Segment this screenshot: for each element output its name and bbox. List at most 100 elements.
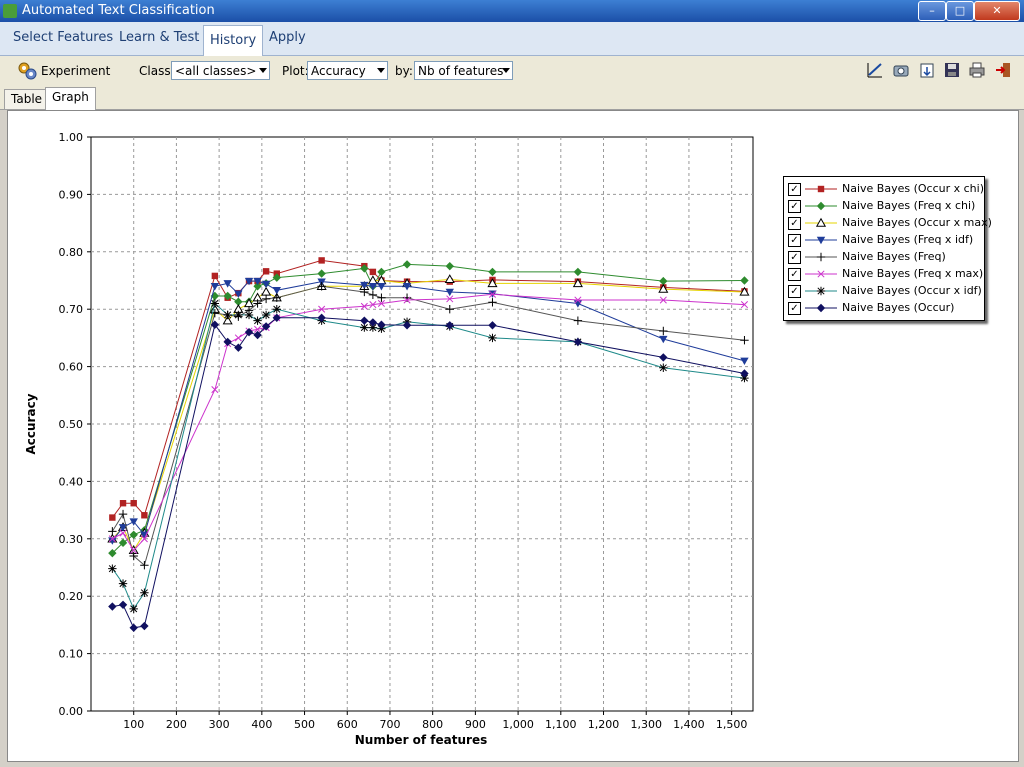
data-point xyxy=(317,282,326,291)
legend-label: Naive Bayes (Freq x max) xyxy=(842,267,984,280)
data-point xyxy=(360,323,369,332)
data-point xyxy=(210,283,220,291)
chart-legend: ✓ Naive Bayes (Occur x chi) ✓ Naive Bayes (… xyxy=(783,176,992,321)
data-point xyxy=(272,293,281,302)
view-tab-bar: Table Graph xyxy=(0,86,1024,110)
data-point xyxy=(108,527,117,536)
legend-checkbox[interactable]: ✓ xyxy=(788,183,801,196)
save-icon[interactable] xyxy=(943,61,961,79)
experiment-button[interactable]: Experiment xyxy=(14,59,110,83)
close-button[interactable]: ✕ xyxy=(974,1,1020,21)
data-point xyxy=(369,268,377,276)
legend-label: Naive Bayes (Freq) xyxy=(842,250,946,263)
data-point xyxy=(118,579,128,588)
data-point xyxy=(211,272,219,280)
data-point xyxy=(445,288,454,297)
data-point xyxy=(129,518,138,526)
legend-checkbox[interactable]: ✓ xyxy=(788,200,801,213)
data-point xyxy=(488,290,497,298)
data-point xyxy=(254,325,262,333)
data-point xyxy=(368,283,378,291)
title-bar: Automated Text Classification – □ ✕ xyxy=(0,0,1024,22)
legend-item: ✓ Naive Bayes (Freq x idf) xyxy=(786,232,982,249)
legend-swatch xyxy=(805,201,837,211)
data-point xyxy=(244,277,254,286)
data-point xyxy=(816,286,826,296)
data-point xyxy=(223,310,232,320)
data-point xyxy=(129,623,138,632)
x-tick-label: 700 xyxy=(379,718,400,731)
data-point xyxy=(261,322,271,331)
data-point xyxy=(444,274,455,284)
tab-graph[interactable]: Graph xyxy=(45,87,96,110)
graph-panel: 100 200 300 400 500 600 700 800 900 1,000 1,100 1,2… xyxy=(7,110,1019,762)
tab-table[interactable]: Table xyxy=(4,89,50,109)
legend-checkbox[interactable]: ✓ xyxy=(788,234,801,247)
legend-checkbox[interactable]: ✓ xyxy=(788,217,801,230)
y-tick-label: 0.40 xyxy=(59,475,84,488)
print-icon[interactable] xyxy=(968,61,986,79)
data-point xyxy=(659,276,668,286)
export-icon[interactable] xyxy=(918,61,936,79)
chart-settings-icon[interactable] xyxy=(866,61,884,79)
x-tick-label: 1,400 xyxy=(673,718,705,731)
data-point xyxy=(118,509,128,519)
legend-checkbox[interactable]: ✓ xyxy=(788,285,801,298)
data-point xyxy=(261,280,271,289)
data-point xyxy=(815,217,827,227)
x-tick-label: 1,300 xyxy=(630,718,662,731)
x-tick-label: 300 xyxy=(209,718,230,731)
tab-select-features[interactable]: Select Features xyxy=(13,30,114,45)
data-point xyxy=(140,561,149,570)
x-tick-label: 100 xyxy=(123,718,144,731)
data-point xyxy=(108,602,117,611)
class-select[interactable]: <all classes> xyxy=(171,61,270,80)
legend-swatch xyxy=(805,303,837,313)
legend-label: Naive Bayes (Freq x chi) xyxy=(842,199,976,212)
snapshot-icon[interactable] xyxy=(892,61,910,79)
exit-icon[interactable] xyxy=(994,61,1012,79)
tab-history[interactable]: History xyxy=(203,25,264,56)
data-point xyxy=(118,524,128,532)
tab-apply[interactable]: Apply xyxy=(269,30,306,45)
data-point xyxy=(659,335,668,344)
data-point xyxy=(402,283,412,291)
x-tick-label: 1,000 xyxy=(502,718,534,731)
data-point xyxy=(360,281,369,290)
data-point xyxy=(129,604,138,614)
maximize-button[interactable]: □ xyxy=(946,1,974,21)
data-point xyxy=(659,326,668,336)
legend-swatch xyxy=(805,185,837,193)
minimize-button[interactable]: – xyxy=(918,1,946,21)
x-tick-label: 800 xyxy=(422,718,443,731)
tab-learn-test[interactable]: Learn & Test xyxy=(119,30,200,45)
gears-icon xyxy=(18,62,37,80)
data-point xyxy=(244,327,254,337)
main-tab-bar: Select Features Learn & Test History App… xyxy=(0,22,1024,56)
data-point xyxy=(253,299,262,308)
by-select[interactable]: Nb of features xyxy=(414,61,513,80)
y-tick-label: 0.00 xyxy=(59,705,84,718)
experiment-label: Experiment xyxy=(41,64,111,78)
y-tick-label: 0.80 xyxy=(59,246,84,259)
data-point xyxy=(108,535,116,543)
data-point xyxy=(488,333,497,343)
data-point xyxy=(659,363,668,372)
legend-label: Naive Bayes (Occur) xyxy=(842,301,955,314)
data-point xyxy=(234,343,243,352)
data-point xyxy=(109,514,116,521)
legend-label: Naive Bayes (Occur x max) xyxy=(842,216,992,229)
legend-checkbox[interactable]: ✓ xyxy=(788,302,801,315)
legend-checkbox[interactable]: ✓ xyxy=(788,268,801,281)
legend-checkbox[interactable]: ✓ xyxy=(788,251,801,264)
x-tick-label: 900 xyxy=(465,718,486,731)
data-point xyxy=(223,291,232,301)
data-point xyxy=(118,538,128,548)
data-point xyxy=(488,267,497,277)
data-point xyxy=(140,588,149,597)
data-point xyxy=(360,316,369,325)
y-tick-label: 0.70 xyxy=(59,303,84,316)
data-point xyxy=(318,257,325,264)
plot-select[interactable]: Accuracy xyxy=(307,61,388,80)
data-point xyxy=(261,310,271,320)
